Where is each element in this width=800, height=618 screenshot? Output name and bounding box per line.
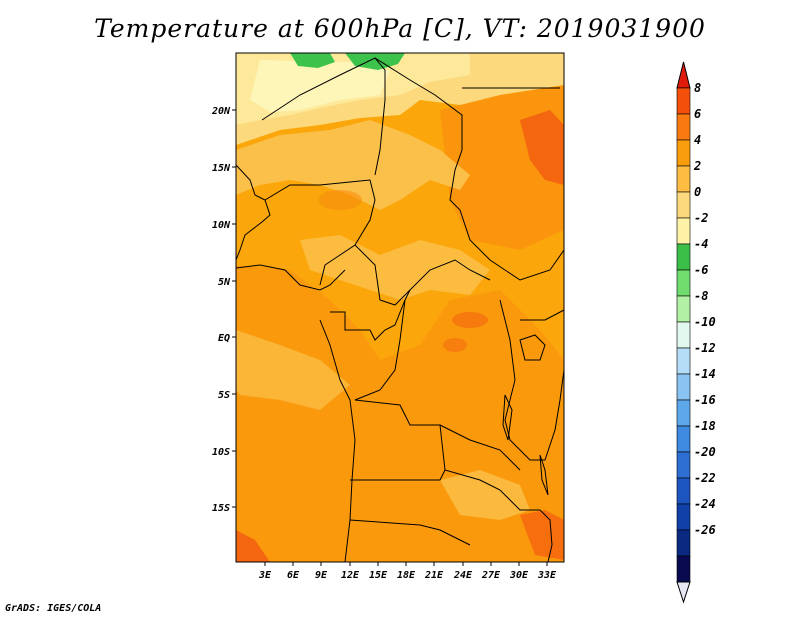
country-borders [236,57,564,562]
colorbar-box [676,373,691,401]
lat-label: 5N [218,277,231,288]
field-hottest-sw [236,530,270,562]
temperature-field [236,53,564,562]
colorbar-label: -18 [694,419,716,433]
border-nigeria [264,179,376,286]
lon-label: 9E [315,570,328,581]
border-drc [354,299,540,511]
colorbar: 8 6 4 2 0 -2 -4 -6 -8 -10 -12 -14 -16 -18 -20 -22 -24 -26 [676,61,716,604]
lon-label: 6E [287,570,300,581]
field-pale-center [300,235,490,300]
map-title: Temperature at 600hPa [C], VT: 201903190… [94,14,706,43]
colorbar-label: -22 [694,471,716,485]
colorbar-label: 6 [694,107,701,121]
map-frame [235,52,565,563]
lat-label: 20N [211,106,231,117]
lon-label: 12E [341,570,360,581]
lat-label: EQ [218,333,230,344]
border-zambia [439,424,521,471]
field-blob-3 [318,190,362,210]
colorbar-label: 2 [693,159,701,173]
colorbar-label: -24 [694,497,716,511]
colorbar-box [676,87,691,115]
colorbar-label: -2 [694,211,708,225]
coastline-west [236,164,271,261]
lon-label: 21E [424,570,444,581]
colorbar-box [676,321,691,349]
field-blob-2 [443,338,467,352]
colorbar-label: -12 [694,341,716,355]
colorbar-label: -10 [694,315,716,329]
colorbar-box [676,191,691,219]
lon-label: 27E [481,570,501,581]
field-pale-coast [236,330,350,410]
lon-label: 15E [369,570,388,581]
lake-tanganyika [502,394,513,441]
colorbar-box [676,295,691,323]
colorbar-box [676,347,691,375]
lon-label: 3E [258,570,272,581]
border-angola [350,469,446,481]
field-pale-north [236,120,470,210]
border-niger-chad [374,57,491,261]
footer-credit: GrADS: IGES/COLA [5,603,102,614]
border-namibia [349,519,471,546]
colorbar-box [676,113,691,141]
field-blob-1 [452,312,488,328]
colorbar-box [676,217,691,245]
field-green-spot [290,53,335,68]
colorbar-box [676,425,691,453]
colorbar-box [676,555,691,583]
field-hottest-ne [520,110,564,185]
colorbar-label: -6 [694,263,708,277]
lat-label: 15N [212,163,231,174]
colorbar-box [676,139,691,167]
colorbar-bottom-arrow [676,581,691,604]
colorbar-box [676,477,691,505]
border-ethiopia [489,249,564,281]
colorbar-box [676,399,691,427]
lat-label: 10S [212,447,230,458]
lat-label: 10N [212,220,231,231]
border-congo [330,289,411,341]
border-sahara [261,57,386,176]
border-kenya [520,309,564,321]
colorbar-label: -16 [694,393,716,407]
field-hottest-se [520,510,564,560]
colorbar-box [676,529,691,557]
lon-label: 33E [537,570,557,581]
colorbar-top-arrow [676,61,691,89]
lon-label: 30E [509,570,529,581]
lon-axis: 3E 6E 9E 12E 15E 18E 21E 24E 27E 30E 33E [258,562,557,581]
colorbar-box [676,269,691,297]
lon-label: 24E [453,570,473,581]
lake-malawi [539,454,549,496]
colorbar-label: -4 [694,237,708,251]
colorbar-box [676,243,691,271]
lake-victoria [519,334,546,361]
colorbar-box [676,503,691,531]
colorbar-label: -20 [694,445,716,459]
colorbar-label: -14 [694,367,716,381]
colorbar-label: 4 [694,133,701,147]
colorbar-label: -26 [694,523,716,537]
colorbar-box [676,165,691,193]
lat-label: 5S [218,390,230,401]
field-cream [250,60,390,112]
field-pale-south [440,470,530,520]
lat-axis: 20N 15N 10N 5N EQ 5S 10S 15S [211,106,236,514]
coastline-south [319,319,356,562]
coastline-gulf [236,264,346,291]
lon-label: 18E [397,570,416,581]
border-east [499,299,564,461]
border-mozambique [539,509,553,562]
lat-label: 15S [212,503,230,514]
colorbar-box [676,451,691,479]
colorbar-label: 8 [694,81,701,95]
colorbar-label: 0 [694,185,701,199]
colorbar-label: -8 [694,289,708,303]
